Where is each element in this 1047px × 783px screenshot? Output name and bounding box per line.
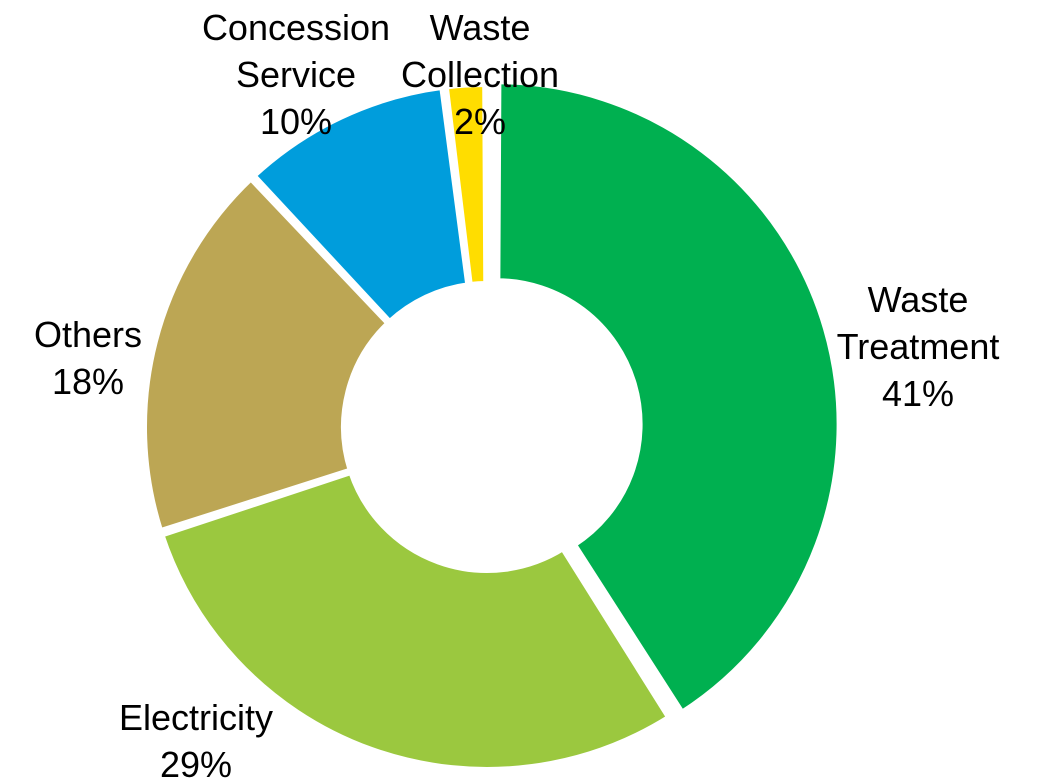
slice-percent-label: 41% [882, 373, 954, 414]
slice-label-line: Waste [868, 279, 969, 320]
slice-label-line: Service [236, 54, 356, 95]
slice-label-1: Waste Treatment 41% [837, 279, 1000, 414]
donut-slice-2 [157, 468, 674, 773]
slice-label-line: Concession [202, 7, 390, 48]
slice-label-3: Others 18% [34, 314, 142, 402]
donut-slice-1 [494, 78, 843, 717]
slice-label-line: Electricity [119, 697, 273, 738]
slice-label-line: Others [34, 314, 142, 355]
slice-percent-label: 2% [454, 101, 506, 142]
donut-slices [141, 78, 843, 773]
donut-slice-5 [442, 80, 490, 289]
slice-percent-label: 29% [160, 744, 232, 783]
donut-labels: Waste Treatment 41% Electricity 29% Others 18%… [34, 7, 999, 783]
slice-percent-label: 18% [52, 361, 124, 402]
slice-label-2: Electricity 29% [119, 697, 273, 783]
slice-label-4: Concession Service 10% [202, 7, 390, 142]
donut-slice-4 [249, 83, 472, 327]
slice-label-line: Treatment [837, 326, 1000, 367]
donut-slice-3 [141, 173, 393, 536]
slice-label-line: Collection [401, 54, 559, 95]
slice-label-line: Waste [430, 7, 531, 48]
slice-percent-label: 10% [260, 101, 332, 142]
slice-label-5: Waste Collection 2% [401, 7, 559, 142]
